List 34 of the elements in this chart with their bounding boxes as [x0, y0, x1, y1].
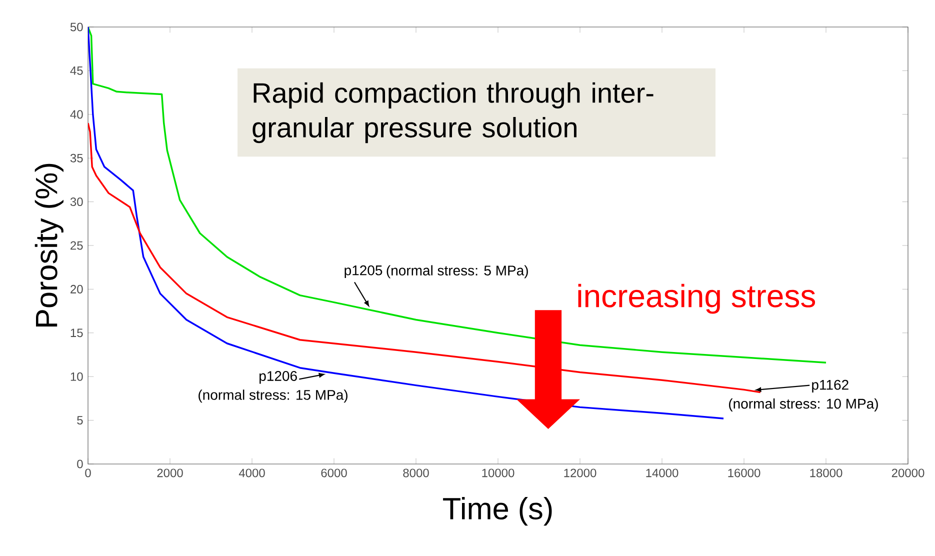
x-tick-label: 0 — [85, 468, 91, 478]
x-tick-label: 4000 — [238, 468, 265, 478]
x-tick-label: 8000 — [403, 468, 429, 478]
text: p1162 — [812, 380, 848, 393]
y-tick-label: 25 — [70, 241, 83, 250]
y-tick-label: 10 — [70, 372, 83, 381]
x-tick-label: 10000 — [482, 468, 514, 478]
x-tick-label: 14000 — [646, 468, 678, 478]
annotation: (normal stress: 15 MPa) — [198, 390, 348, 403]
annotation: (normal stress: 10 MPa) — [729, 398, 878, 412]
y-tick-label: 50 — [70, 22, 83, 32]
annotation: (normal stress: 5 MPa) — [386, 265, 528, 278]
y-tick-label: 45 — [70, 66, 83, 75]
x-tick-label: 20000 — [892, 468, 924, 478]
y-tick-label: 0 — [77, 460, 83, 468]
line-series — [88, 26, 724, 420]
y-tick-label: 5 — [77, 416, 83, 424]
x-tick-label: 2000 — [157, 468, 183, 478]
annotation: increasing stress — [578, 284, 816, 314]
x-tick-label: 18000 — [810, 468, 842, 478]
x-axis-title: Time (s) — [443, 497, 552, 526]
y-tick-label: 35 — [70, 154, 83, 162]
y-tick-label: 30 — [70, 198, 83, 206]
line-series — [88, 26, 827, 364]
annotation: Rapid compaction through inter-granular pressure solution — [252, 82, 654, 144]
series-label: p1205 — [344, 265, 382, 278]
x-tick-label: 12000 — [564, 468, 596, 478]
x-tick-label: 16000 — [728, 468, 760, 478]
y-tick-label: 40 — [70, 110, 83, 119]
series-label: p1206 — [260, 371, 297, 384]
y-tick-label: 20 — [70, 284, 83, 294]
y-axis-title: Porosity (%) — [34, 164, 64, 326]
x-tick-label: 6000 — [321, 468, 347, 478]
y-tick-label: 15 — [70, 328, 83, 338]
